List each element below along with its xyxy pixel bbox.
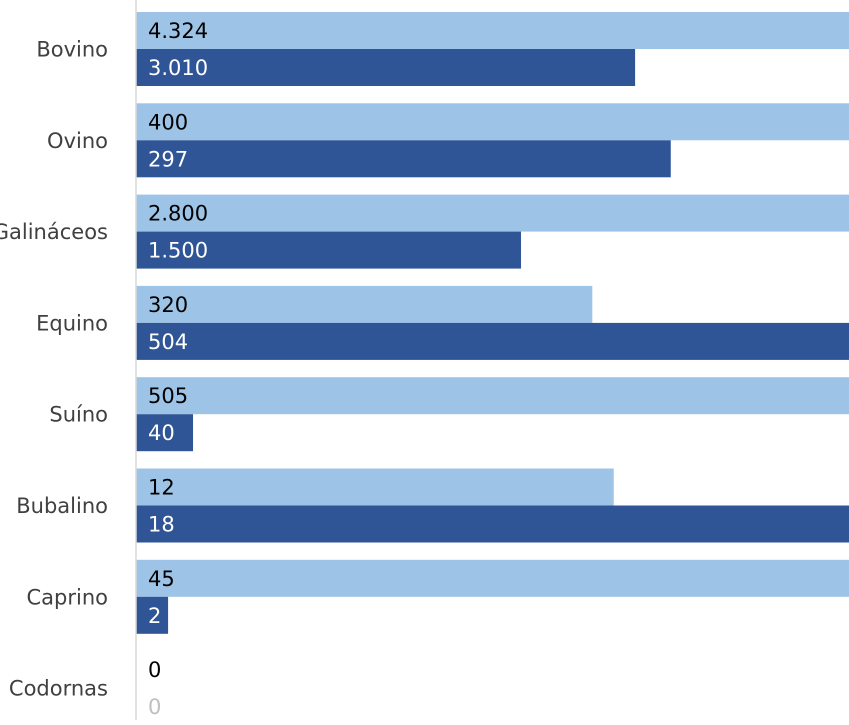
bar-caprino-series-2 xyxy=(136,596,169,634)
bar-ovino-series-1 xyxy=(136,103,849,141)
data-label-bubalino-series-1: 12 xyxy=(148,476,175,500)
data-label-galinaceos-series-2: 1.500 xyxy=(148,239,208,263)
bar-group-ovino: 400 297 xyxy=(136,103,849,178)
data-label-equino-series-2: 504 xyxy=(148,330,188,354)
bar-group-codornas: 00 xyxy=(148,658,161,719)
category-label-codornas: Codornas xyxy=(9,677,108,701)
bar-group-equino: 320 504 xyxy=(136,285,849,360)
bar-suino-series-2 xyxy=(136,414,194,452)
data-label-caprino-series-1: 45 xyxy=(148,567,175,591)
bar-ovino-series-2 xyxy=(136,140,671,178)
data-label-codornas-series-1: 0 xyxy=(148,658,161,682)
bar-bubalino-series-1 xyxy=(136,468,614,506)
category-label-galinaceos: Galináceos xyxy=(0,220,108,244)
bar-equino-series-2 xyxy=(136,322,849,360)
category-label-ovino: Ovino xyxy=(47,129,108,153)
bar-group-suino: 505 40 xyxy=(136,377,849,452)
bar-suino-series-1 xyxy=(136,377,849,415)
bar-group-caprino: 45 2 xyxy=(136,559,849,634)
data-label-codornas-series-2: 0 xyxy=(148,695,161,719)
bar-galinaceos-series-1 xyxy=(136,194,849,232)
category-label-bubalino: Bubalino xyxy=(16,494,108,518)
data-label-ovino-series-2: 297 xyxy=(148,147,188,171)
data-label-equino-series-1: 320 xyxy=(148,293,188,317)
bar-group-bovino: 4.324 3.010 xyxy=(136,12,849,86)
bar-bovino-series-2 xyxy=(136,49,636,86)
bar-group-bubalino: 12 18 xyxy=(136,468,849,543)
data-label-caprino-series-2: 2 xyxy=(148,604,161,628)
bar-bovino-series-1 xyxy=(136,12,849,49)
bar-bubalino-series-2 xyxy=(136,505,849,543)
category-label-suino: Suíno xyxy=(49,403,108,427)
data-label-ovino-series-1: 400 xyxy=(148,110,188,134)
data-label-bubalino-series-2: 18 xyxy=(148,513,175,537)
data-label-bovino-series-1: 4.324 xyxy=(148,19,208,43)
category-label-equino: Equino xyxy=(36,311,108,335)
bar-caprino-series-1 xyxy=(136,559,849,597)
category-label-bovino: Bovino xyxy=(36,38,108,62)
data-label-bovino-series-2: 3.010 xyxy=(148,56,208,80)
data-label-suino-series-1: 505 xyxy=(148,384,188,408)
bar-galinaceos-series-2 xyxy=(136,231,522,269)
bar-group-galinaceos: 2.800 1.500 xyxy=(136,194,849,269)
bar-equino-series-1 xyxy=(136,285,593,323)
data-label-suino-series-2: 40 xyxy=(148,421,175,445)
data-label-galinaceos-series-1: 2.800 xyxy=(148,202,208,226)
category-label-caprino: Caprino xyxy=(27,585,109,609)
